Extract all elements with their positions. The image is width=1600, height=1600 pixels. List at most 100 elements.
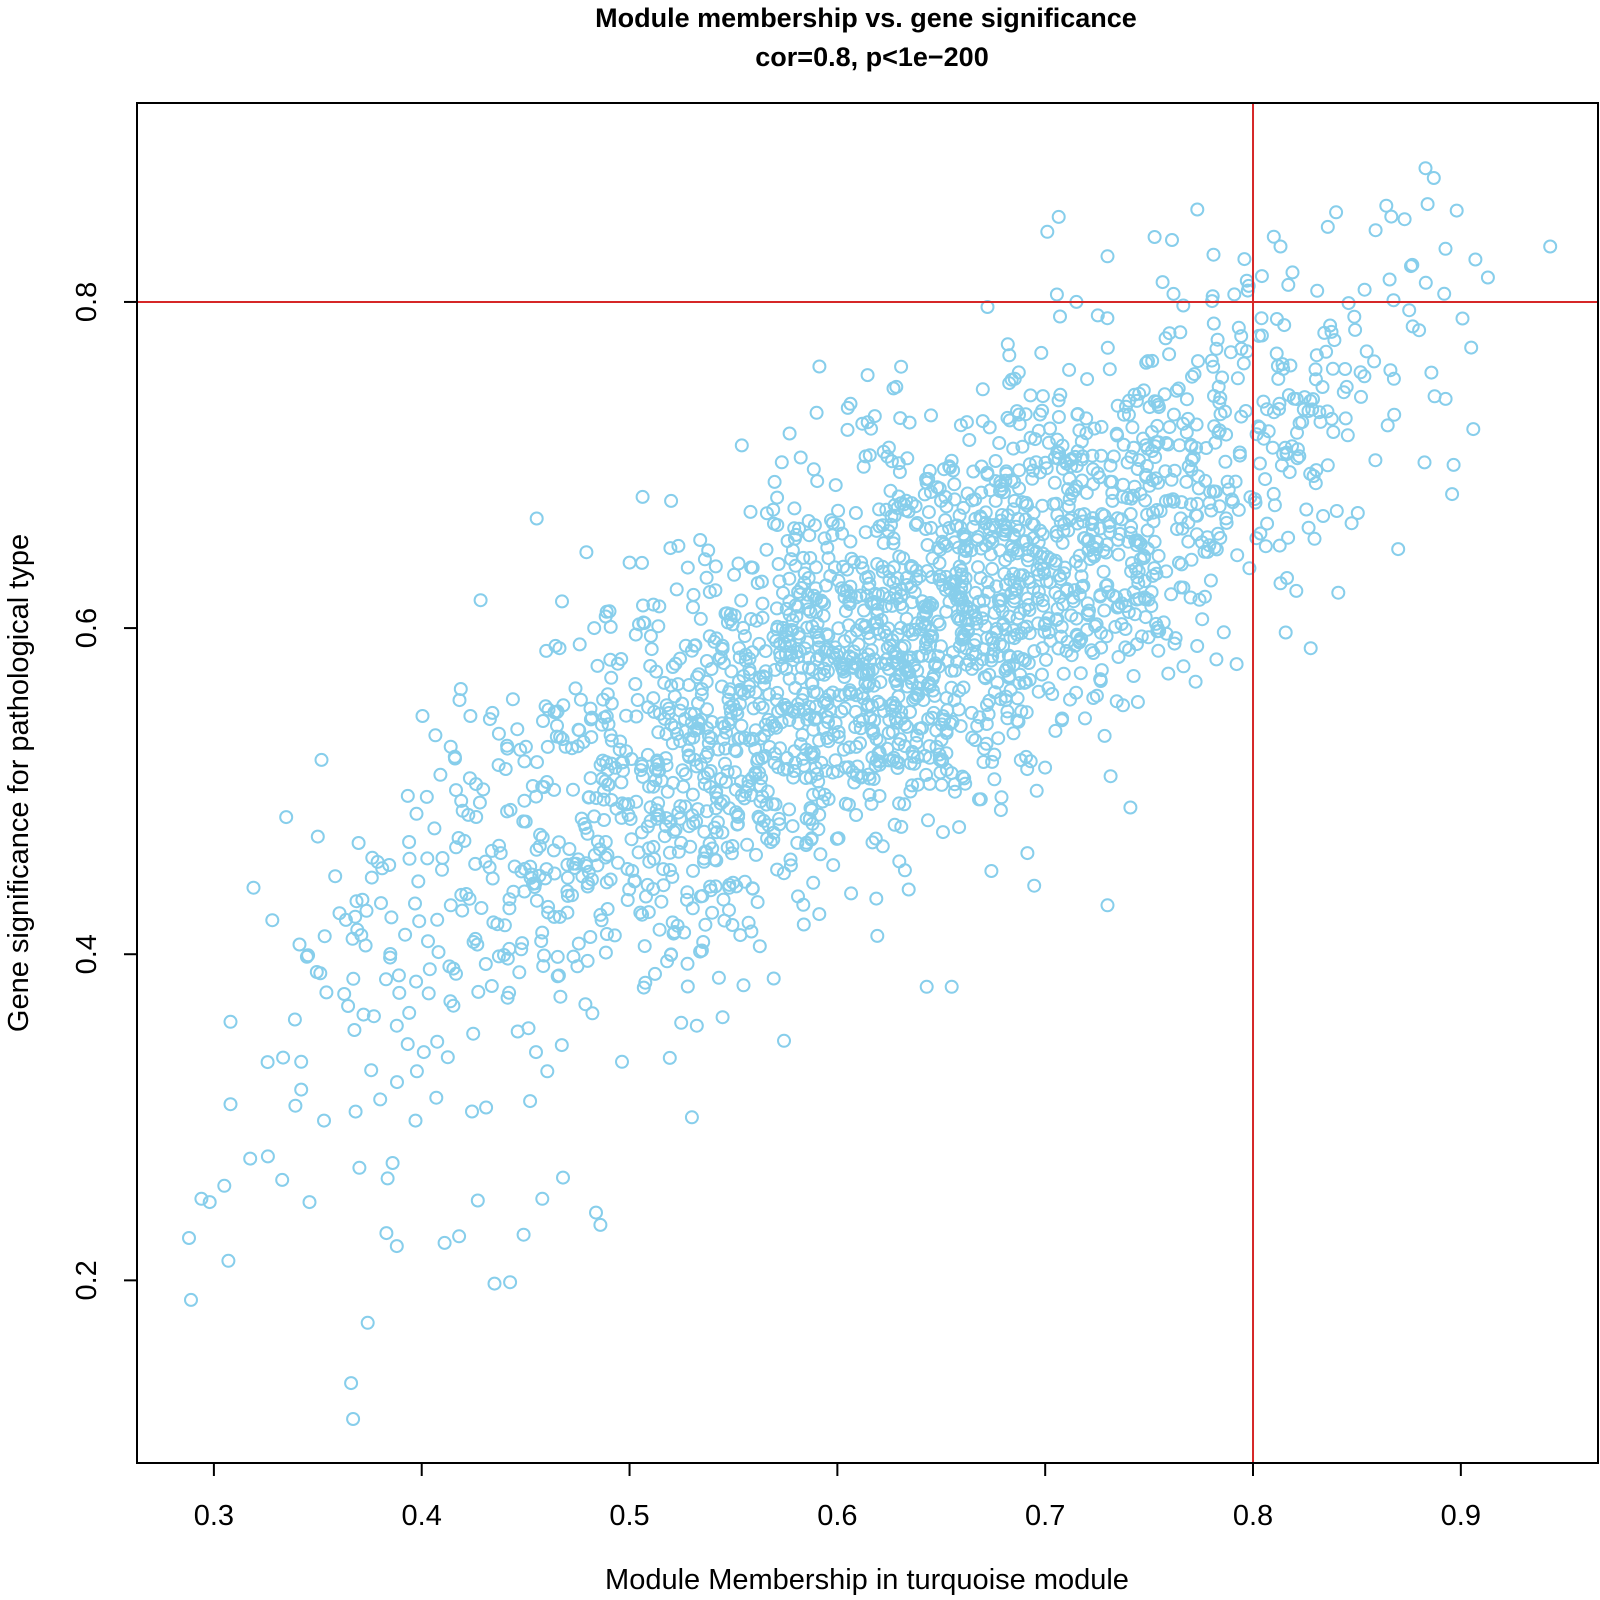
data-point bbox=[690, 802, 705, 817]
data-point bbox=[1069, 479, 1084, 494]
data-point bbox=[472, 795, 487, 810]
data-point bbox=[1062, 492, 1077, 506]
data-point bbox=[1367, 354, 1382, 369]
data-point bbox=[1137, 551, 1151, 565]
data-point bbox=[1281, 530, 1296, 545]
data-point bbox=[1126, 669, 1141, 683]
data-point bbox=[317, 929, 332, 944]
data-point bbox=[476, 782, 491, 797]
data-point bbox=[1012, 606, 1027, 621]
data-point bbox=[936, 825, 950, 840]
data-point bbox=[470, 1193, 485, 1208]
data-point bbox=[1211, 379, 1226, 394]
data-point bbox=[465, 1104, 479, 1119]
data-point bbox=[624, 752, 639, 766]
data-point bbox=[352, 1160, 367, 1175]
threshold-lines bbox=[137, 103, 1598, 1463]
data-point bbox=[1056, 666, 1071, 681]
data-point bbox=[583, 771, 598, 786]
data-point bbox=[430, 1034, 445, 1049]
data-point bbox=[1040, 224, 1055, 239]
data-point bbox=[656, 862, 671, 877]
data-point bbox=[817, 531, 832, 546]
data-point bbox=[731, 556, 746, 571]
data-point bbox=[1468, 252, 1483, 267]
data-point bbox=[956, 500, 971, 515]
data-point bbox=[1176, 659, 1191, 674]
data-point bbox=[967, 638, 982, 653]
data-point bbox=[1010, 404, 1024, 419]
data-point bbox=[633, 905, 648, 920]
data-point bbox=[864, 796, 879, 811]
data-point bbox=[889, 379, 904, 394]
data-point bbox=[885, 633, 899, 648]
data-point bbox=[812, 359, 827, 374]
data-point bbox=[925, 551, 940, 566]
data-point bbox=[437, 1235, 452, 1250]
data-point bbox=[741, 684, 756, 699]
data-point bbox=[942, 576, 957, 591]
data-point bbox=[1118, 622, 1133, 636]
data-point bbox=[791, 889, 805, 904]
data-point bbox=[1147, 230, 1162, 244]
data-point bbox=[898, 503, 913, 518]
data-point bbox=[583, 930, 598, 944]
data-point bbox=[684, 1110, 699, 1125]
data-point bbox=[817, 787, 832, 802]
data-point bbox=[716, 656, 731, 671]
data-point bbox=[871, 746, 886, 760]
data-point bbox=[1006, 441, 1021, 456]
data-point bbox=[505, 692, 520, 707]
data-point bbox=[1093, 589, 1108, 604]
data-point bbox=[990, 675, 1005, 690]
data-point bbox=[702, 585, 717, 599]
y-axis: 0.2 0.4 0.6 0.8 bbox=[71, 282, 138, 1301]
data-point bbox=[989, 579, 1004, 594]
data-point bbox=[1325, 361, 1340, 376]
data-point bbox=[767, 516, 781, 531]
data-point bbox=[770, 685, 785, 700]
data-point bbox=[629, 709, 644, 724]
data-point bbox=[385, 1156, 400, 1170]
data-point bbox=[364, 870, 379, 885]
data-point bbox=[921, 471, 936, 486]
data-point bbox=[587, 621, 602, 636]
data-point bbox=[924, 408, 938, 423]
data-point bbox=[979, 717, 994, 731]
data-point bbox=[604, 733, 619, 748]
data-point bbox=[427, 821, 442, 836]
data-point bbox=[1140, 507, 1155, 522]
data-point bbox=[1050, 508, 1065, 522]
data-point bbox=[1234, 341, 1249, 356]
data-point bbox=[411, 874, 426, 889]
data-point bbox=[704, 662, 719, 676]
data-point bbox=[1123, 507, 1138, 521]
data-point bbox=[1324, 324, 1339, 339]
data-point bbox=[999, 466, 1014, 481]
data-point bbox=[1269, 346, 1284, 361]
data-point bbox=[809, 592, 823, 606]
data-point bbox=[517, 754, 532, 769]
data-point bbox=[1190, 496, 1205, 511]
data-point bbox=[613, 734, 628, 749]
data-point bbox=[1267, 498, 1282, 513]
data-point bbox=[482, 712, 497, 727]
data-point bbox=[944, 979, 959, 994]
data-point bbox=[785, 653, 800, 668]
data-point bbox=[779, 623, 794, 638]
data-point bbox=[1035, 498, 1050, 513]
data-point bbox=[1072, 548, 1087, 563]
data-point bbox=[960, 539, 975, 554]
data-point bbox=[550, 949, 565, 964]
data-point bbox=[821, 551, 836, 566]
data-point bbox=[758, 748, 773, 763]
data-point bbox=[1089, 617, 1104, 632]
data-point bbox=[831, 518, 846, 532]
data-point bbox=[823, 569, 838, 583]
data-point bbox=[360, 1315, 375, 1330]
data-point bbox=[733, 730, 748, 745]
data-point bbox=[931, 649, 946, 664]
data-point bbox=[1253, 526, 1268, 541]
data-point bbox=[699, 570, 714, 585]
data-point bbox=[881, 726, 896, 740]
